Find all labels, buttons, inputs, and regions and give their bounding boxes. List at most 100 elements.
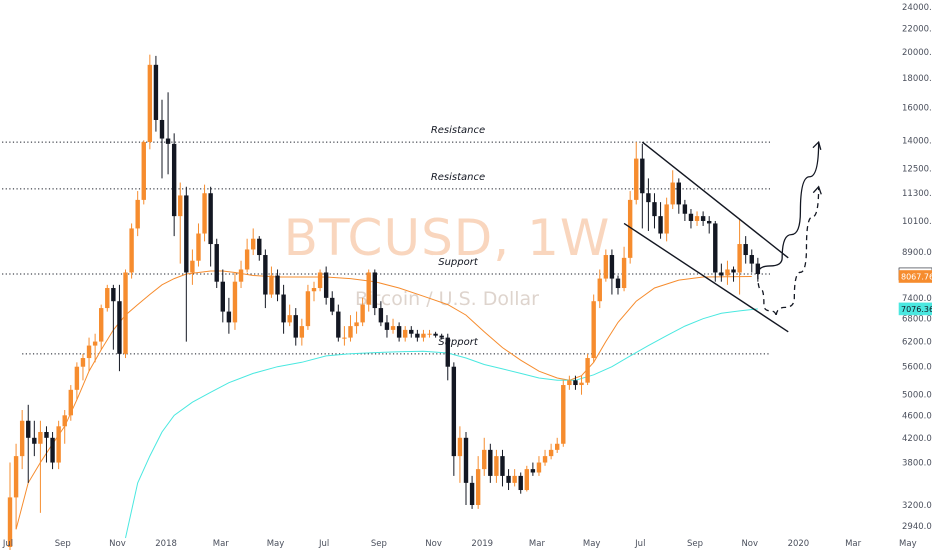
price-axis[interactable]: 24000.00 22000.00 20000.00 18000.00 16000.00… [898, 3, 932, 532]
candle [299, 318, 305, 346]
candle [597, 269, 602, 309]
candle [615, 275, 621, 295]
candle-body [731, 269, 736, 273]
candle-body [311, 288, 317, 292]
candle-body [287, 315, 292, 323]
candle-body [378, 308, 384, 323]
candle-body [615, 278, 621, 289]
candle-body [500, 456, 505, 476]
candle-body [342, 337, 347, 339]
candle-body [609, 255, 615, 279]
channel-lower-line [623, 222, 789, 333]
price-tick-label: 6800.00 [902, 315, 932, 325]
candle [494, 449, 499, 483]
candle-body [627, 199, 633, 258]
level-label-bg [423, 169, 493, 183]
candle-body [293, 315, 298, 338]
candle-body [323, 272, 329, 298]
time-tick-label: May [899, 539, 917, 549]
candle-body [330, 297, 335, 312]
candle-body [694, 216, 700, 221]
candle [19, 410, 25, 470]
candle [548, 443, 554, 460]
candle-body [44, 431, 49, 438]
candle-body [7, 497, 13, 547]
candle-body [305, 291, 311, 327]
candle [743, 236, 748, 264]
channel-upper-line [641, 141, 789, 259]
price-tag-label: 8067.76 [901, 272, 932, 281]
candle [74, 362, 80, 400]
candle [561, 380, 566, 447]
candle [165, 92, 171, 175]
candle [676, 178, 681, 214]
candle [123, 269, 128, 359]
candle [275, 269, 280, 302]
candle-body [354, 322, 359, 327]
time-tick-label: Nov [741, 539, 758, 549]
candle [202, 184, 207, 242]
candle-body [621, 257, 627, 289]
candle [153, 55, 159, 132]
price-tag-label: 7076.36 [901, 305, 932, 314]
candle [13, 443, 19, 530]
candle [713, 220, 718, 282]
candle-body [202, 193, 207, 234]
candle [336, 304, 341, 342]
candle [469, 475, 475, 509]
time-tick-label: Sep [687, 539, 703, 549]
candle-body [597, 278, 602, 302]
candle [731, 266, 736, 282]
time-axis[interactable]: Jul Sep Nov 2018 Mar May Jul Sep Nov 2019 Mar May Ju… [2, 539, 917, 549]
time-tick-label: Nov [109, 539, 126, 549]
candle [439, 333, 444, 340]
candle [330, 291, 335, 316]
price-tag: 8067.76 [898, 270, 932, 283]
candle [384, 315, 390, 338]
candle-body [257, 238, 262, 256]
candle-body [226, 311, 232, 323]
price-tick-label: 4200.00 [902, 434, 932, 444]
candle-body [238, 269, 244, 282]
candle [421, 329, 426, 342]
price-tick-label: 5000.00 [902, 391, 932, 401]
candle-body [542, 456, 548, 463]
candle-body [80, 358, 86, 367]
candle-body [123, 272, 128, 354]
candle [129, 223, 134, 279]
trend-drawings [623, 140, 822, 333]
candle [348, 315, 353, 342]
candle [506, 469, 511, 491]
candle-body [251, 238, 256, 250]
candle [475, 456, 481, 509]
candle-body [482, 449, 487, 470]
candle-body [469, 482, 475, 506]
candle-body [220, 281, 225, 312]
candle-body [688, 213, 694, 221]
candle [281, 284, 286, 334]
time-tick-label: 2018 [155, 539, 177, 549]
price-tick-label: 6200.00 [902, 338, 932, 348]
level-label-bg [423, 123, 493, 137]
candle [658, 202, 663, 239]
candle-body [74, 366, 80, 390]
candle [536, 456, 542, 476]
candle [609, 249, 615, 295]
candle-body [32, 437, 37, 444]
candle-body [682, 204, 688, 214]
candle [62, 410, 67, 444]
candle-body [390, 326, 396, 330]
price-tick-label: 22000.00 [902, 25, 932, 35]
candle-body [263, 255, 268, 295]
candle [457, 426, 463, 483]
price-tick-label: 3800.00 [902, 459, 932, 469]
candle [135, 191, 140, 237]
candle [555, 437, 560, 453]
price-tick-label: 2940.00 [902, 522, 932, 532]
candle-body [269, 275, 274, 295]
time-tick-label: 2019 [471, 539, 493, 549]
price-tag-bg [898, 302, 932, 316]
candle-body [518, 475, 523, 491]
candle [518, 472, 523, 494]
